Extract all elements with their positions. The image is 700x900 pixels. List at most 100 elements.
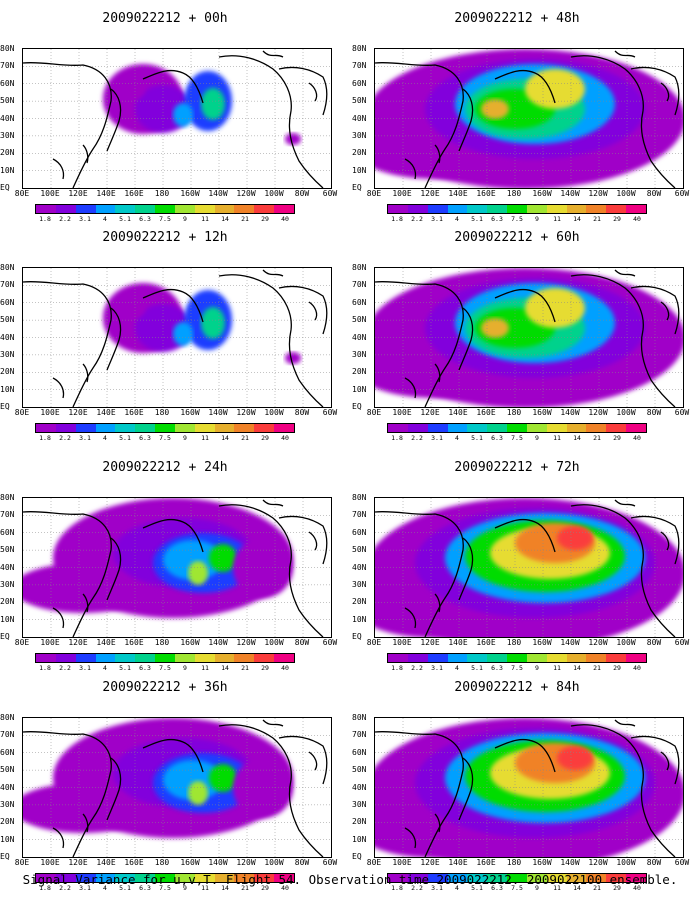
legend-label: 29: [613, 434, 621, 442]
legend-swatch: [606, 874, 627, 882]
latitude-label: 20N: [0, 367, 15, 377]
legend-swatch: [234, 424, 255, 432]
variance-contour: [481, 318, 509, 338]
legend-label: 6.3: [491, 215, 503, 223]
legend-label: 2.2: [59, 884, 71, 892]
latitude-label: EQ: [0, 852, 10, 861]
legend-swatch: [155, 424, 175, 432]
legend-swatch: [55, 874, 76, 882]
coastline: [570, 724, 676, 857]
legend-label: 9: [535, 215, 539, 223]
legend-swatch: [135, 874, 156, 882]
longitude-label: 60W: [322, 189, 338, 198]
longitude-label: 140E: [448, 189, 468, 198]
legend-label: 4: [455, 884, 459, 892]
latitude-label: 10N: [0, 614, 15, 624]
longitude-label: 100E: [40, 189, 60, 198]
longitude-label: 160W: [180, 189, 200, 198]
variance-contour: [557, 746, 593, 770]
legend-swatch: [427, 424, 448, 432]
legend-label: 21: [241, 664, 249, 672]
map-panel: 2009022212 + 60h 80N 70N 60N 50N 40N 30N 20N 10N…: [352, 227, 689, 442]
longitude-label: 100W: [264, 408, 284, 417]
longitude-label: 80W: [646, 638, 662, 647]
legend-labels: 1.8 2.2 3.1 4 5.1 6.3 7.5 9 11 14 21 29 40: [35, 884, 295, 892]
legend-label: 3.1: [431, 434, 443, 442]
longitude-label: 180: [154, 858, 170, 867]
legend-label: 1.8: [39, 215, 51, 223]
longitude-label: 120W: [588, 408, 608, 417]
longitude-label: 80W: [646, 408, 662, 417]
map-svg: [23, 498, 331, 637]
longitude-label: 160W: [532, 858, 552, 867]
legend-label: 9: [535, 664, 539, 672]
legend-swatch: [447, 424, 468, 432]
coastline: [434, 813, 441, 833]
map-area: [22, 48, 332, 189]
legend-swatch: [36, 874, 56, 882]
longitude-label: 120W: [236, 638, 256, 647]
panel-title: 2009022212 + 36h: [102, 680, 228, 695]
legend-label: 7.5: [159, 884, 171, 892]
legend-swatch: [606, 654, 627, 662]
legend-label: 1.8: [39, 434, 51, 442]
legend-label: 3.1: [431, 664, 443, 672]
longitude-label: 80E: [14, 858, 30, 867]
coastline: [278, 285, 328, 335]
variance-contour: [163, 760, 223, 800]
longitude-axis: 80E 100E 120E 140E 160E 180 160W 140W 120W 100W 80…: [366, 858, 696, 868]
latitude-label: 10N: [352, 614, 367, 624]
coastline: [570, 55, 676, 188]
legend-label: 2.2: [59, 215, 71, 223]
panel-title: 2009022212 + 12h: [102, 230, 228, 245]
legend-swatch: [274, 205, 294, 213]
legend-swatch: [135, 424, 156, 432]
latitude-label: 20N: [0, 817, 15, 827]
legend-swatch: [626, 205, 646, 213]
latitude-label: 30N: [0, 579, 15, 589]
legend-label: 7.5: [511, 215, 523, 223]
map-svg: [23, 268, 331, 407]
coastline: [262, 50, 284, 58]
color-legend: [35, 423, 295, 433]
longitude-label: 100E: [392, 189, 412, 198]
figure-caption: Signal Variance for u,v,T. Flight 54. Ob…: [22, 872, 678, 887]
variance-contour: [525, 288, 585, 328]
legend-swatch: [254, 654, 275, 662]
longitude-label: 80E: [14, 638, 30, 647]
longitude-label: 140W: [560, 638, 580, 647]
legend-label: 1.8: [39, 884, 51, 892]
legend-swatch: [526, 874, 547, 882]
latitude-label: 70N: [352, 280, 367, 290]
coastline: [660, 301, 670, 321]
legend-label: 4: [103, 434, 107, 442]
coastline: [52, 377, 65, 399]
longitude-label: 180: [506, 189, 522, 198]
longitude-label: 120W: [236, 858, 256, 867]
longitude-label: 120E: [68, 638, 88, 647]
coastline: [142, 518, 204, 553]
longitude-label: 160E: [476, 638, 496, 647]
map-area: [22, 267, 332, 408]
longitude-label: 80E: [366, 408, 382, 417]
legend-label: 21: [593, 884, 601, 892]
longitude-label: 100W: [264, 638, 284, 647]
legend-label: 2.2: [59, 434, 71, 442]
legend-label: 7.5: [511, 664, 523, 672]
longitude-label: 80W: [294, 408, 310, 417]
legend-label: 40: [633, 664, 641, 672]
coastline: [52, 827, 65, 849]
longitude-label: 100E: [40, 858, 60, 867]
legend-label: 5.1: [119, 664, 131, 672]
legend-swatch: [36, 205, 56, 213]
legend-label: 7.5: [511, 884, 523, 892]
legend-swatch: [214, 654, 235, 662]
panel-title: 2009022212 + 24h: [102, 460, 228, 475]
legend-label: 5.1: [471, 434, 483, 442]
legend-labels: 1.8 2.2 3.1 4 5.1 6.3 7.5 9 11 14 21 29 40: [35, 664, 295, 672]
longitude-label: 120W: [236, 189, 256, 198]
latitude-label: 10N: [352, 384, 367, 394]
legend-label: 11: [201, 434, 209, 442]
latitude-label: 80N: [352, 44, 367, 53]
latitude-label: 50N: [352, 765, 367, 775]
